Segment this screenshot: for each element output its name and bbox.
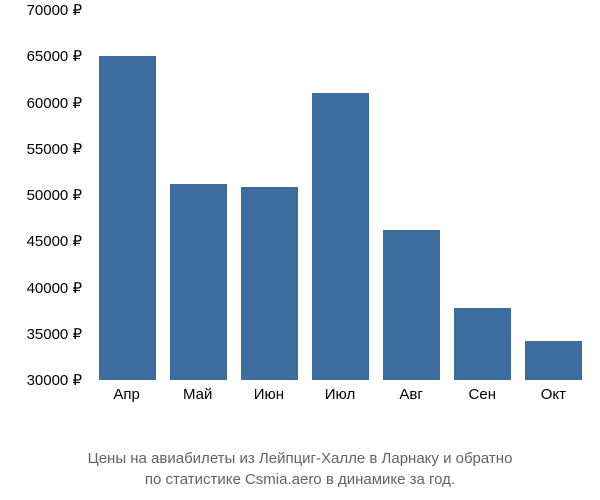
x-tick-label: Май [169,386,226,410]
caption-line-1: Цены на авиабилеты из Лейпциг-Халле в Ла… [20,448,580,469]
caption-line-2: по статистике Csmia.aero в динамике за г… [20,469,580,490]
y-axis: 30000 ₽35000 ₽40000 ₽45000 ₽50000 ₽55000… [0,10,90,380]
x-tick-label: Июн [240,386,297,410]
y-tick-label: 65000 ₽ [27,47,82,65]
bar [383,230,440,380]
y-tick-label: 30000 ₽ [27,371,82,389]
bars-group [91,10,590,380]
y-tick-label: 45000 ₽ [27,232,82,250]
bar [170,184,227,380]
bar [241,187,298,380]
bar [525,341,582,380]
x-tick-label: Сен [454,386,511,410]
y-tick-label: 35000 ₽ [27,325,82,343]
x-tick-label: Окт [525,386,582,410]
bar [99,56,156,380]
bar [454,308,511,380]
x-tick-label: Июл [311,386,368,410]
bar [312,93,369,380]
y-tick-label: 40000 ₽ [27,279,82,297]
plot-area [90,10,590,380]
y-tick-label: 70000 ₽ [27,1,82,19]
price-chart: 30000 ₽ 35000 ₽ 40000 ₽ 45000 ₽ 50000 ₽ 55000… [0,10,600,440]
y-tick-label: 55000 ₽ [27,140,82,158]
y-tick-label: 50000 ₽ [27,186,82,204]
x-axis: Апр Май Июн Июл Авг Сен Окт [90,380,590,410]
chart-caption: Цены на авиабилеты из Лейпциг-Халле в Ла… [0,448,600,490]
x-tick-label: Авг [383,386,440,410]
y-tick-label: 60000 ₽ [27,94,82,112]
x-tick-label: Апр [98,386,155,410]
